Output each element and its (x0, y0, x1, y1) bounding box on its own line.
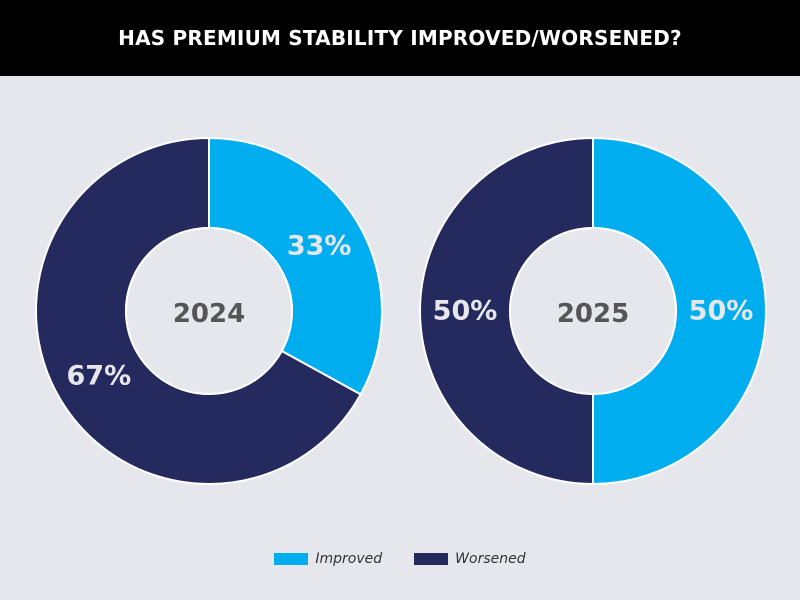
center-label-2025: 2025 (557, 299, 629, 329)
legend-item-worsened: Worsened (414, 551, 526, 567)
legend-label-improved: Improved (315, 551, 383, 567)
donut-hole-2024 (125, 227, 293, 395)
legend-swatch-worsened (414, 553, 449, 565)
donut-charts: 33% 67% 2024 50% 50% 2025 (35, 136, 767, 486)
slice-label-improved-2024: 33% (287, 230, 352, 261)
center-label-2024: 2024 (173, 299, 245, 329)
legend: Improved Worsened (0, 548, 800, 570)
donut-chart-2024: 33% 67% 2024 (35, 136, 383, 485)
legend-item-improved: Improved (274, 551, 382, 567)
slice-label-improved-2025: 50% (689, 296, 754, 327)
title-bar: HAS PREMIUM STABILITY IMPROVED/WORSENED? (0, 0, 800, 76)
donut-hole-2025 (509, 227, 677, 395)
legend-swatch-improved (274, 553, 309, 565)
slice-label-worsened-2025: 50% (433, 296, 498, 327)
slice-label-worsened-2024: 67% (67, 361, 132, 392)
legend-label-worsened: Worsened (455, 551, 526, 567)
donut-chart-2025: 50% 50% 2025 (419, 136, 767, 486)
chart-title: HAS PREMIUM STABILITY IMPROVED/WORSENED? (118, 26, 682, 50)
